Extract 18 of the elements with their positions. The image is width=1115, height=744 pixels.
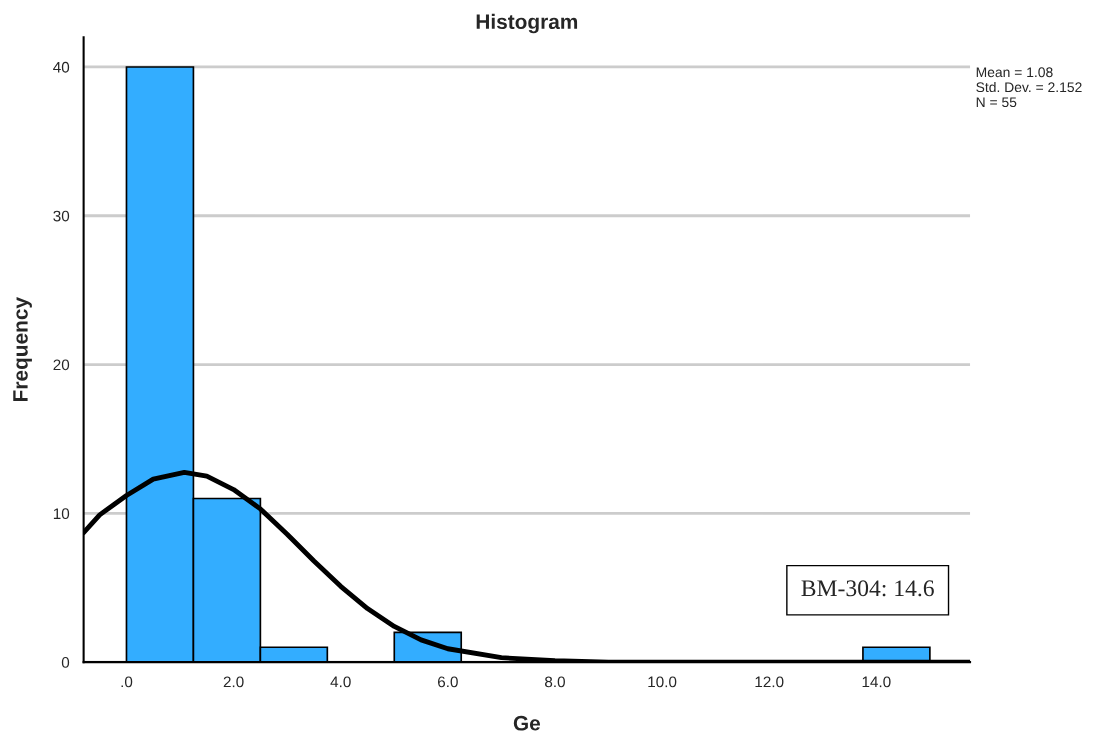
- x-tick-label: 10.0: [648, 676, 677, 688]
- x-tick-label: 4.0: [330, 676, 351, 688]
- x-tick-label: 14.0: [862, 676, 891, 688]
- y-tick-label: 40: [53, 61, 70, 73]
- x-tick-label: .0: [121, 676, 133, 688]
- x-tick-label: 6.0: [437, 676, 458, 688]
- x-tick-label: 2.0: [223, 676, 244, 688]
- chart-title: Histogram: [476, 13, 578, 34]
- y-axis-title: Frequency: [13, 297, 32, 401]
- y-tick-label: 30: [53, 210, 70, 222]
- x-tick-label: 8.0: [545, 676, 565, 688]
- y-tick-label: 10: [53, 508, 70, 520]
- annotation: BM-304: 14.6: [801, 580, 934, 597]
- text: Mean = 1.08 Std. Dev. = 2.152 N = 55: [976, 67, 1082, 108]
- y-tick-label: 0: [61, 657, 70, 668]
- x-axis-title: Ge: [513, 715, 541, 731]
- x-tick-label: 12.0: [755, 676, 784, 688]
- y-tick-label: 20: [53, 359, 70, 371]
